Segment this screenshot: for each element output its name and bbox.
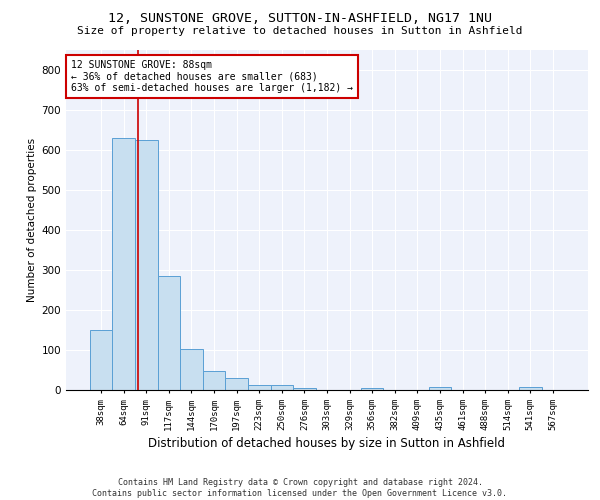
Bar — [180, 349, 203, 390]
Bar — [428, 387, 451, 390]
Bar — [271, 385, 293, 390]
Text: Size of property relative to detached houses in Sutton in Ashfield: Size of property relative to detached ho… — [77, 26, 523, 36]
Text: Contains HM Land Registry data © Crown copyright and database right 2024.
Contai: Contains HM Land Registry data © Crown c… — [92, 478, 508, 498]
X-axis label: Distribution of detached houses by size in Sutton in Ashfield: Distribution of detached houses by size … — [149, 437, 505, 450]
Bar — [158, 276, 180, 390]
Bar — [135, 140, 158, 390]
Bar — [226, 378, 248, 390]
Bar — [203, 371, 226, 390]
Bar — [112, 138, 135, 390]
Bar — [90, 330, 112, 390]
Bar — [519, 387, 542, 390]
Y-axis label: Number of detached properties: Number of detached properties — [28, 138, 37, 302]
Bar — [361, 388, 383, 390]
Bar — [293, 388, 316, 390]
Text: 12, SUNSTONE GROVE, SUTTON-IN-ASHFIELD, NG17 1NU: 12, SUNSTONE GROVE, SUTTON-IN-ASHFIELD, … — [108, 12, 492, 26]
Bar — [248, 385, 271, 390]
Text: 12 SUNSTONE GROVE: 88sqm
← 36% of detached houses are smaller (683)
63% of semi-: 12 SUNSTONE GROVE: 88sqm ← 36% of detach… — [71, 60, 353, 94]
